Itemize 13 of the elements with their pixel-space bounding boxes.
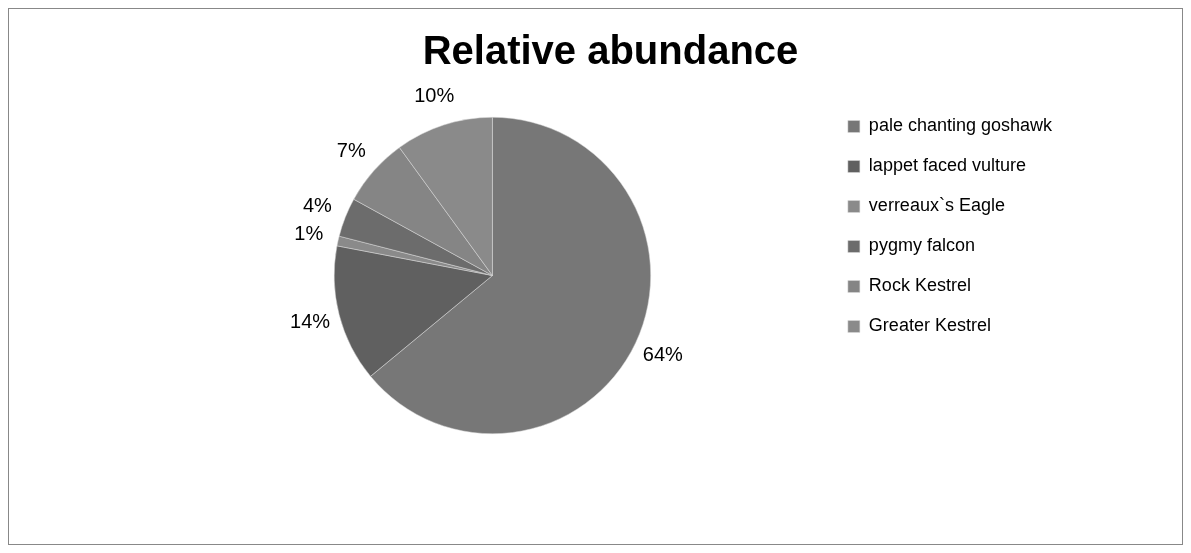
- legend-label: pale chanting goshawk: [868, 115, 1053, 136]
- legend-label: pygmy falcon: [868, 235, 975, 256]
- data-label: 64%: [642, 343, 683, 366]
- legend-label: lappet faced vulture: [868, 155, 1026, 176]
- data-label: 1%: [294, 221, 324, 244]
- legend-label: Rock Kestrel: [868, 275, 971, 296]
- chart-title: Relative abundance: [422, 28, 799, 73]
- data-label: 14%: [290, 309, 331, 332]
- data-label: 4%: [302, 193, 333, 216]
- data-label: 10%: [414, 83, 455, 106]
- legend-label: Greater Kestrel: [868, 315, 991, 336]
- data-label: 7%: [336, 138, 366, 161]
- legend-label: verreaux`s Eagle: [868, 195, 1005, 216]
